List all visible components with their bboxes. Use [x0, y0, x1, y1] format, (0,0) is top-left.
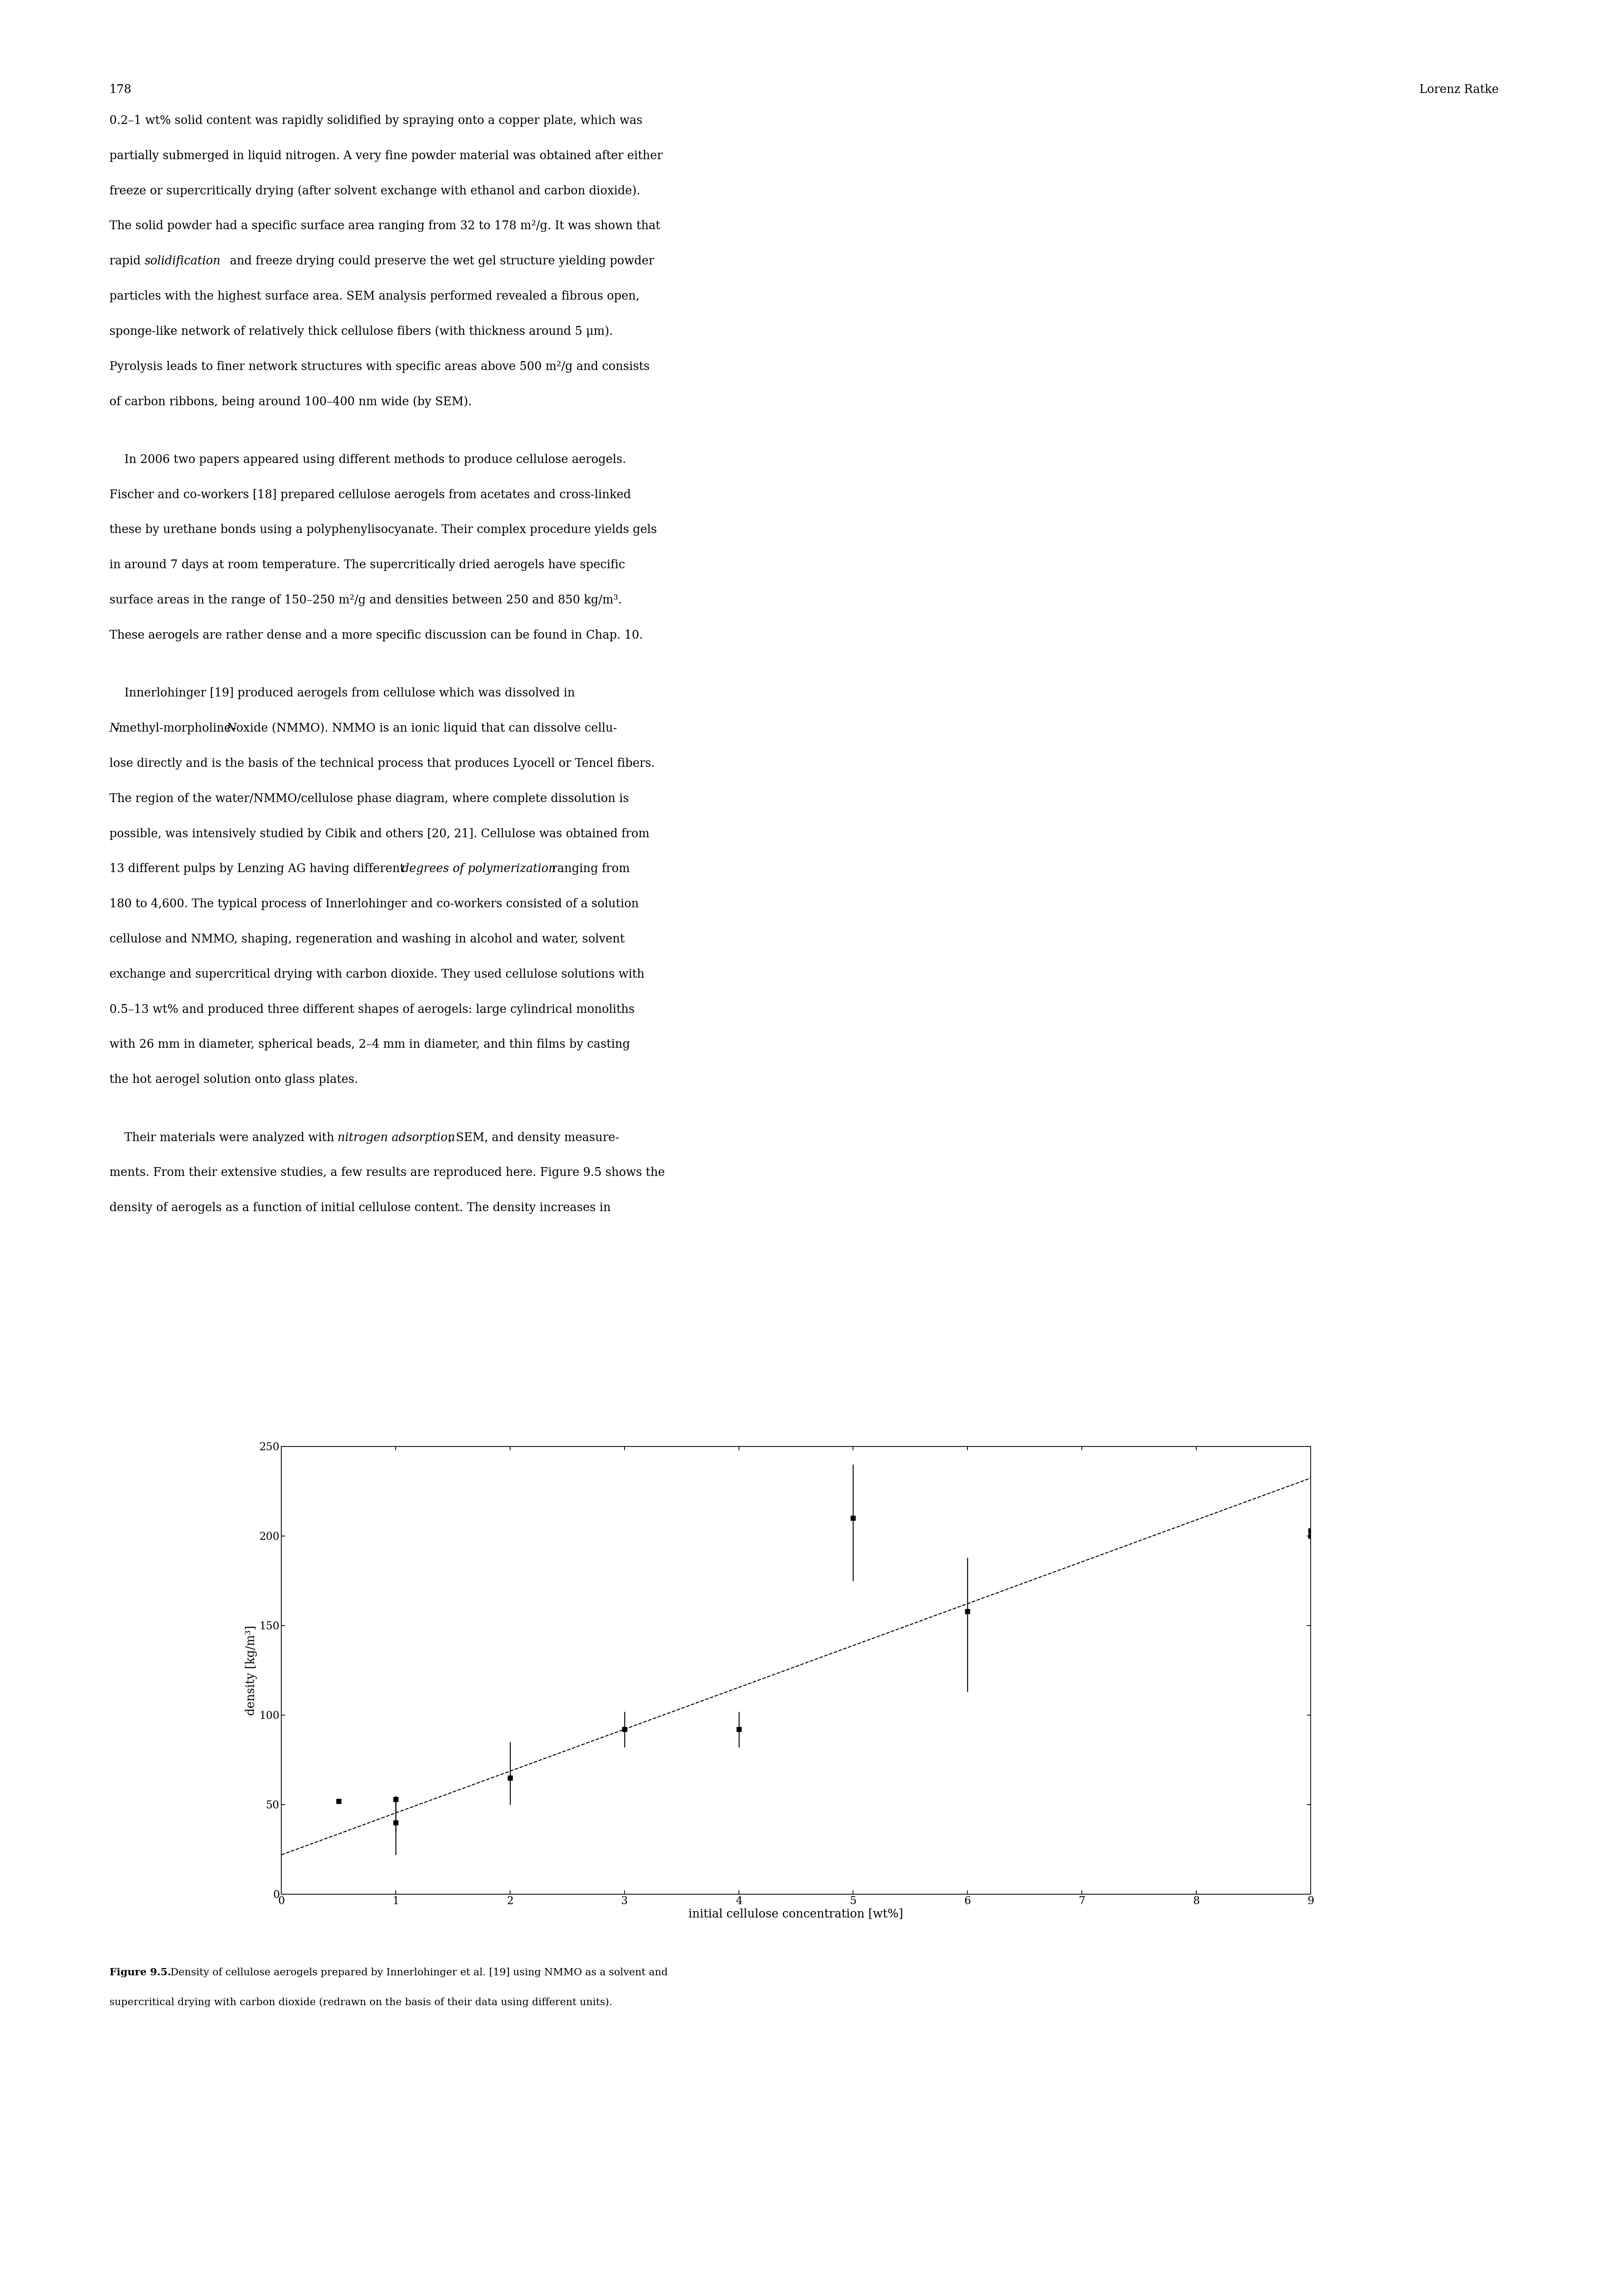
Text: 0.2–1 wt% solid content was rapidly solidified by spraying onto a copper plate, : 0.2–1 wt% solid content was rapidly soli… — [109, 115, 643, 126]
Text: , SEM, and density measure-: , SEM, and density measure- — [449, 1132, 619, 1143]
Text: ments. From their extensive studies, a few results are reproduced here. Figure 9: ments. From their extensive studies, a f… — [109, 1166, 664, 1178]
Text: The region of the water/NMMO/cellulose phase diagram, where complete dissolution: The region of the water/NMMO/cellulose p… — [109, 792, 629, 804]
Text: These aerogels are rather dense and a more specific discussion can be found in C: These aerogels are rather dense and a mo… — [109, 629, 643, 641]
Text: Pyrolysis leads to finer network structures with specific areas above 500 m²/g a: Pyrolysis leads to finer network structu… — [109, 360, 650, 372]
Text: Density of cellulose aerogels prepared by Innerlohinger et al. [19] using NMMO a: Density of cellulose aerogels prepared b… — [167, 1968, 667, 1977]
Text: particles with the highest surface area. SEM analysis performed revealed a fibro: particles with the highest surface area.… — [109, 292, 640, 303]
Text: nitrogen adsorption: nitrogen adsorption — [338, 1132, 455, 1143]
Text: degrees of polymerization: degrees of polymerization — [402, 863, 556, 875]
Text: 0.5–13 wt% and produced three different shapes of aerogels: large cylindrical mo: 0.5–13 wt% and produced three different … — [109, 1003, 635, 1015]
Text: possible, was intensively studied by Cibik and others [20, 21]. Cellulose was ob: possible, was intensively studied by Cib… — [109, 829, 650, 840]
Text: these by urethane bonds using a polyphenylisocyanate. Their complex procedure yi: these by urethane bonds using a polyphen… — [109, 523, 656, 535]
Text: 13 different pulps by Lenzing AG having different: 13 different pulps by Lenzing AG having … — [109, 863, 408, 875]
Text: In 2006 two papers appeared using different methods to produce cellulose aerogel: In 2006 two papers appeared using differ… — [109, 455, 626, 466]
Text: the hot aerogel solution onto glass plates.: the hot aerogel solution onto glass plat… — [109, 1075, 359, 1086]
Text: exchange and supercritical drying with carbon dioxide. They used cellulose solut: exchange and supercritical drying with c… — [109, 969, 645, 980]
Text: ranging from: ranging from — [548, 863, 630, 875]
X-axis label: initial cellulose concentration [wt%]: initial cellulose concentration [wt%] — [688, 1908, 904, 1919]
Text: The solid powder had a specific surface area ranging from 32 to 178 m²/g. It was: The solid powder had a specific surface … — [109, 220, 661, 232]
Text: in around 7 days at room temperature. The supercritically dried aerogels have sp: in around 7 days at room temperature. Th… — [109, 560, 626, 572]
Text: freeze or supercritically drying (after solvent exchange with ethanol and carbon: freeze or supercritically drying (after … — [109, 186, 640, 197]
Text: surface areas in the range of 150–250 m²/g and densities between 250 and 850 kg/: surface areas in the range of 150–250 m²… — [109, 595, 622, 606]
Text: N: N — [227, 723, 236, 735]
Text: solidification: solidification — [145, 255, 220, 266]
Text: 178: 178 — [109, 83, 132, 96]
Text: Figure 9.5.: Figure 9.5. — [109, 1968, 170, 1977]
Text: with 26 mm in diameter, spherical beads, 2–4 mm in diameter, and thin films by c: with 26 mm in diameter, spherical beads,… — [109, 1038, 630, 1052]
Y-axis label: density [kg/m³]: density [kg/m³] — [244, 1626, 257, 1715]
Text: -oxide (NMMO). NMMO is an ionic liquid that can dissolve cellu-: -oxide (NMMO). NMMO is an ionic liquid t… — [232, 723, 617, 735]
Text: sponge-like network of relatively thick cellulose fibers (with thickness around : sponge-like network of relatively thick … — [109, 326, 613, 338]
Text: supercritical drying with carbon dioxide (redrawn on the basis of their data usi: supercritical drying with carbon dioxide… — [109, 1998, 613, 2007]
Text: N: N — [109, 723, 119, 735]
Text: of carbon ribbons, being around 100–400 nm wide (by SEM).: of carbon ribbons, being around 100–400 … — [109, 395, 471, 409]
Text: Innerlohinger [19] produced aerogels from cellulose which was dissolved in: Innerlohinger [19] produced aerogels fro… — [109, 687, 576, 700]
Text: Fischer and co-workers [18] prepared cellulose aerogels from acetates and cross-: Fischer and co-workers [18] prepared cel… — [109, 489, 630, 501]
Text: Their materials were analyzed with: Their materials were analyzed with — [109, 1132, 338, 1143]
Text: 180 to 4,600. The typical process of Innerlohinger and co-workers consisted of a: 180 to 4,600. The typical process of Inn… — [109, 898, 638, 909]
Text: partially submerged in liquid nitrogen. A very fine powder material was obtained: partially submerged in liquid nitrogen. … — [109, 149, 662, 161]
Text: rapid: rapid — [109, 255, 145, 266]
Text: Lorenz Ratke: Lorenz Ratke — [1420, 83, 1499, 96]
Text: lose directly and is the basis of the technical process that produces Lyocell or: lose directly and is the basis of the te… — [109, 758, 654, 769]
Text: and freeze drying could preserve the wet gel structure yielding powder: and freeze drying could preserve the wet… — [227, 255, 654, 266]
Text: -methyl-morpholine-: -methyl-morpholine- — [116, 723, 235, 735]
Text: cellulose and NMMO, shaping, regeneration and washing in alcohol and water, solv: cellulose and NMMO, shaping, regeneratio… — [109, 932, 624, 946]
Text: density of aerogels as a function of initial cellulose content. The density incr: density of aerogels as a function of ini… — [109, 1203, 611, 1215]
